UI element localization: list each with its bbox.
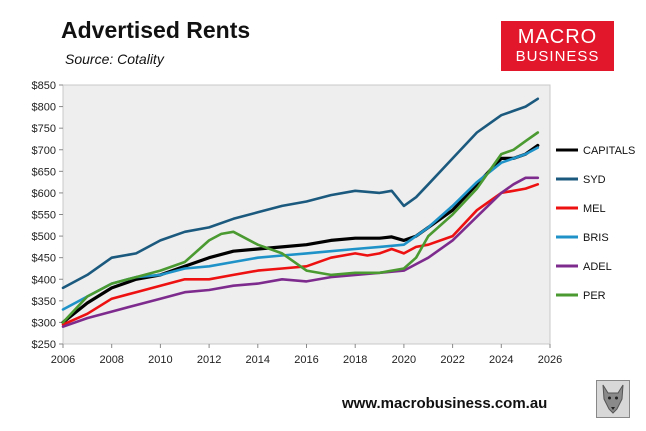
y-tick-label: $500 [32,231,56,243]
y-tick-label: $300 [32,317,56,329]
chart-source: Source: Cotality [65,51,164,67]
x-tick-label: 2020 [392,354,416,366]
x-tick-label: 2026 [538,354,562,366]
x-tick-label: 2022 [440,354,464,366]
axis-ticks: $250 $300 $350 $400 $450 $500 $550 $600 $650 $700… [32,80,563,366]
y-tick-label: $350 [32,296,56,308]
y-tick-label: $750 [32,123,56,135]
series-line-adel [61,176,540,329]
legend-label-per: PER [583,290,606,302]
y-tick-label: $850 [32,80,56,92]
website-url[interactable]: www.macrobusiness.com.au [342,395,548,412]
legend-label-bris: BRIS [583,232,609,244]
x-tick-label: 2008 [99,354,123,366]
y-tick-label: $550 [32,210,56,222]
x-tick-label: 2018 [343,354,367,366]
legend-label-mel: MEL [583,203,606,215]
series-line-per [61,131,540,324]
y-tick-label: $400 [32,274,56,286]
y-tick-label: $600 [32,188,56,200]
series-lines [61,97,540,329]
logo-line-1: MACRO [517,26,598,48]
x-tick-label: 2014 [246,354,270,366]
y-tick-label: $700 [32,145,56,157]
y-tick-label: $650 [32,166,56,178]
x-tick-label: 2012 [197,354,221,366]
plot-area [62,84,551,345]
x-tick-label: 2010 [148,354,172,366]
legend: CAPITALS SYD MEL BRIS ADEL PER [556,145,635,302]
logo-line-2: BUSINESS [515,48,600,65]
y-tick-label: $450 [32,253,56,265]
macrobusiness-logo: MACRO BUSINESS [501,21,614,71]
y-tick-label: $250 [32,339,56,351]
x-tick-label: 2024 [489,354,513,366]
x-tick-label: 2006 [51,354,75,366]
series-line-syd [61,97,540,290]
legend-label-syd: SYD [583,174,606,186]
x-tick-label: 2016 [294,354,318,366]
legend-label-adel: ADEL [583,261,612,273]
wolf-mascot-icon [596,380,630,418]
legend-label-capitals: CAPITALS [583,145,635,157]
series-line-mel [61,183,540,326]
y-tick-label: $800 [32,102,56,114]
chart-title: Advertised Rents [61,17,251,43]
